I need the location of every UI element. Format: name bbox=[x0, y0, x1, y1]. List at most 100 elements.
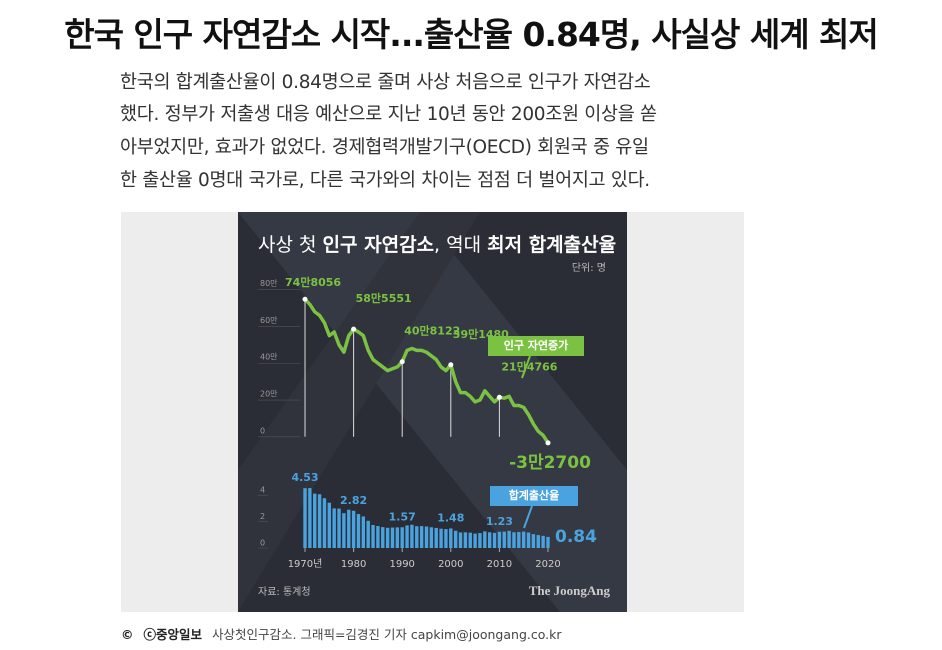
y-tick-label: 80만 bbox=[260, 279, 278, 288]
bar bbox=[419, 526, 424, 548]
body-line: 한국의 합계출산율이 0.84명으로 줄며 사상 처음으로 인구가 자연감소 bbox=[120, 72, 651, 93]
title-part: 사상 첫 bbox=[258, 234, 323, 256]
bar bbox=[303, 488, 307, 548]
x-tick-label: 1990 bbox=[389, 559, 414, 570]
bar bbox=[468, 532, 472, 548]
bar bbox=[517, 532, 521, 548]
bar bbox=[410, 524, 414, 548]
headline: 한국 인구 자연감소 시작...출산율 0.84명, 사실상 세계 최저 bbox=[64, 15, 879, 54]
bar bbox=[473, 533, 477, 548]
legend-box bbox=[488, 336, 584, 356]
x-tick-label: 2000 bbox=[438, 559, 463, 570]
bar bbox=[497, 531, 502, 548]
bar bbox=[337, 508, 341, 548]
bar bbox=[356, 514, 361, 548]
value-label: 1.57 bbox=[389, 510, 416, 523]
bar bbox=[381, 527, 385, 548]
bar bbox=[347, 509, 351, 548]
caption-credit: ⓒ중앙일보 bbox=[143, 627, 203, 642]
bar bbox=[366, 520, 370, 548]
source: 자료: 통계청 bbox=[258, 586, 311, 598]
legend-pointer bbox=[521, 355, 531, 379]
bar bbox=[502, 531, 506, 548]
bar bbox=[444, 529, 448, 548]
value-label: 2.82 bbox=[340, 494, 367, 507]
y-tick-label: 60만 bbox=[260, 316, 278, 325]
bar bbox=[449, 528, 453, 548]
bg-shape bbox=[238, 212, 480, 612]
bar bbox=[521, 531, 526, 548]
legend-box bbox=[490, 486, 578, 506]
y-tick-label: 20만 bbox=[260, 390, 278, 399]
point bbox=[302, 296, 308, 302]
value-label: 1.23 bbox=[486, 515, 513, 528]
x-tick-label: 1980 bbox=[341, 559, 366, 570]
bar bbox=[526, 532, 531, 548]
caption-icon: © bbox=[121, 627, 134, 642]
value-label: 74만8056 bbox=[285, 275, 341, 289]
value-label: 21만4766 bbox=[501, 359, 557, 373]
legend-pointer bbox=[523, 505, 533, 529]
bar bbox=[492, 532, 497, 548]
body-line: 했다. 정부가 저출생 대응 예산으로 지난 10년 동안 200조원 이상을 … bbox=[120, 104, 657, 125]
caption: © ⓒ중앙일보 사상첫인구감소. 그래픽=김경진 기자 capkim@joongan… bbox=[121, 624, 562, 643]
value-label: 40만8122 bbox=[404, 324, 460, 338]
logo: The JoongAng bbox=[529, 583, 611, 598]
bar bbox=[541, 535, 545, 548]
title-part: , 역대 bbox=[434, 234, 487, 256]
title-part: 인구 자연감소 bbox=[323, 234, 435, 256]
body-line: 한 출산율 0명대 국가로, 다른 국가와의 차이는 점점 더 벌어지고 있다. bbox=[120, 170, 650, 191]
x-tick-label: 1970년 bbox=[288, 558, 323, 570]
x-tick-label: 2020 bbox=[535, 559, 560, 570]
bar bbox=[463, 532, 468, 548]
bar bbox=[531, 534, 536, 548]
x-tick-label: 2010 bbox=[487, 559, 512, 570]
caption-text: 사상첫인구감소. 그래픽=김경진 기자 capkim@joongang.co.k… bbox=[212, 627, 562, 642]
infographic-title: 사상 첫 인구 자연감소, 역대 최저 합계출산율 bbox=[258, 234, 616, 256]
bar bbox=[395, 527, 400, 548]
value-label: -3만2700 bbox=[509, 453, 591, 473]
bar bbox=[546, 536, 550, 548]
bar bbox=[405, 525, 409, 548]
y-tick-label: 0 bbox=[260, 426, 265, 435]
point bbox=[545, 440, 551, 446]
title-part: 최저 합계출산율 bbox=[487, 234, 616, 256]
bar bbox=[351, 510, 356, 548]
y-tick-label: 2 bbox=[260, 512, 265, 521]
value-label: 4.53 bbox=[291, 471, 318, 484]
bar bbox=[512, 532, 516, 548]
bar bbox=[478, 533, 482, 548]
bar bbox=[361, 516, 366, 548]
bar bbox=[507, 530, 511, 548]
bar bbox=[308, 488, 312, 548]
bar bbox=[385, 527, 390, 548]
infographic: 사상 첫 인구 자연감소, 역대 최저 합계출산율 단위: 명 자료: 통계청 … bbox=[238, 212, 627, 612]
bar bbox=[400, 527, 404, 548]
bar bbox=[415, 526, 419, 548]
data-line bbox=[303, 298, 550, 444]
bar bbox=[536, 535, 540, 548]
bar bbox=[458, 532, 463, 548]
unit: 단위: 명 bbox=[572, 261, 606, 274]
body-line: 아부었지만, 효과가 없었다. 경제협력개발기구(OECD) 회원국 중 유일 bbox=[120, 137, 649, 158]
point bbox=[399, 359, 405, 365]
bar bbox=[317, 494, 322, 548]
legend-label: 인구 자연증가 bbox=[504, 338, 569, 352]
bar bbox=[371, 525, 375, 548]
bar bbox=[342, 513, 346, 548]
point bbox=[448, 362, 454, 368]
value-label: 0.84 bbox=[555, 527, 597, 547]
point bbox=[496, 394, 502, 400]
bar bbox=[424, 526, 429, 548]
bar bbox=[313, 493, 317, 548]
y-tick-label: 4 bbox=[260, 486, 265, 495]
y-tick-label: 40만 bbox=[260, 353, 278, 362]
point bbox=[351, 326, 357, 332]
bar bbox=[434, 527, 438, 548]
bar bbox=[483, 531, 487, 548]
value-label: 1.48 bbox=[437, 511, 464, 524]
bar bbox=[376, 526, 380, 548]
bar bbox=[429, 527, 434, 548]
bar bbox=[439, 528, 443, 548]
